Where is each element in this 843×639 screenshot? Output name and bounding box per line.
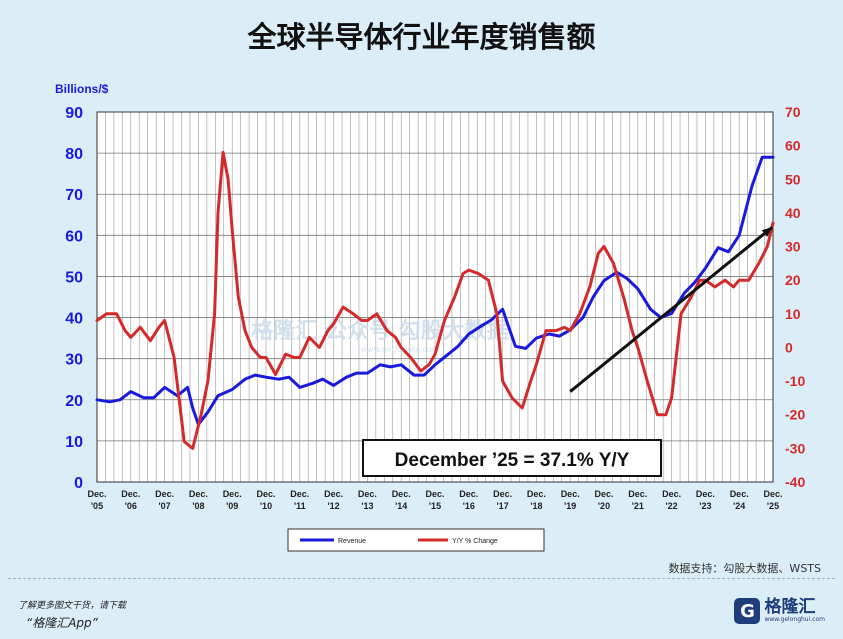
x-tick-label: Dec. [392, 489, 411, 499]
right-tick-label: 60 [785, 138, 801, 154]
x-tick-label: '24 [733, 501, 745, 511]
trend-arrow [569, 225, 774, 393]
x-tick-label: Dec. [290, 489, 309, 499]
left-tick-label: 30 [65, 352, 83, 369]
x-tick-label: Dec. [358, 489, 377, 499]
left-tick-label: 10 [65, 434, 83, 451]
x-tick-label: '08 [192, 501, 204, 511]
x-tick-label: '11 [294, 501, 306, 511]
x-tick-label: Dec. [155, 489, 174, 499]
right-tick-label: -10 [785, 373, 805, 389]
x-tick-label: '05 [91, 501, 103, 511]
left-tick-label: 0 [74, 475, 83, 492]
left-tick-label: 50 [65, 269, 83, 286]
x-tick-label: Dec. [561, 489, 580, 499]
x-tick-label: '14 [395, 501, 407, 511]
x-tick-label: '07 [159, 501, 171, 511]
left-axis-label: Billions/$ [55, 82, 109, 96]
trend-arrow-head [761, 227, 773, 237]
x-tick-label: Dec. [696, 489, 715, 499]
x-tick-label: '23 [699, 501, 711, 511]
watermark-text: 格隆汇 公众号 勾股大数据 [251, 318, 508, 344]
x-tick-label: Dec. [121, 489, 140, 499]
x-tick-label: '20 [598, 501, 610, 511]
x-tick-label: '16 [463, 501, 475, 511]
left-tick-label: 70 [65, 187, 83, 204]
right-tick-label: 20 [785, 272, 801, 288]
x-tick-label: Dec. [87, 489, 106, 499]
x-tick-label: '25 [767, 501, 779, 511]
x-tick-label: '13 [361, 501, 373, 511]
promo-line-1: 了解更多图文干货，请下载 [18, 601, 127, 611]
brand-logo: G 格隆汇 www.gelonghui.com [734, 596, 825, 626]
x-tick-label: '15 [429, 501, 441, 511]
right-tick-label: 50 [785, 171, 801, 187]
legend-yoy-label: Y/Y % Change [452, 538, 498, 545]
annotation-text: December ’25 = 37.1% Y/Y [395, 450, 630, 471]
promo-line-2[interactable]: “格隆汇App” [26, 616, 98, 630]
annotation-box [362, 439, 662, 477]
legend-box [287, 528, 545, 552]
x-tick-label: '21 [632, 501, 644, 511]
right-tick-label: 30 [785, 239, 801, 255]
x-tick-label: Dec. [763, 489, 782, 499]
x-tick-label: Dec. [189, 489, 208, 499]
x-tick-label: '18 [530, 501, 542, 511]
x-tick-label: Dec. [493, 489, 512, 499]
logo-g-icon: G [734, 598, 761, 624]
logo-url: www.gelonghui.com [764, 616, 825, 623]
left-tick-label: 40 [65, 311, 83, 328]
x-tick-label: '22 [666, 501, 678, 511]
left-tick-label: 60 [65, 228, 83, 245]
right-tick-label: -20 [785, 407, 805, 423]
x-tick-label: Dec. [425, 489, 444, 499]
x-tick-label: Dec. [223, 489, 242, 499]
x-tick-label: Dec. [662, 489, 681, 499]
right-tick-label: -30 [785, 440, 805, 456]
x-tick-label: Dec. [324, 489, 343, 499]
watermark-url: www.gogudata.com [360, 345, 439, 354]
legend-revenue-label: Revenue [338, 538, 366, 545]
x-tick-label: Dec. [594, 489, 613, 499]
page-title: 全球半导体行业年度销售额 [247, 20, 596, 54]
footer-divider [8, 578, 835, 579]
x-tick-label: '10 [260, 501, 272, 511]
logo-name: 格隆汇 [764, 597, 816, 617]
x-tick-label: '19 [564, 501, 576, 511]
x-tick-label: Dec. [628, 489, 647, 499]
left-tick-label: 20 [65, 393, 83, 410]
right-tick-label: 10 [785, 306, 801, 322]
x-tick-label: '17 [497, 501, 509, 511]
yoy-change-line [95, 150, 775, 450]
x-tick-label: '12 [328, 501, 340, 511]
plot-border [96, 111, 774, 483]
left-tick-label: 90 [65, 105, 83, 122]
left-tick-label: 80 [65, 146, 83, 163]
right-tick-label: 70 [785, 104, 801, 120]
right-tick-label: 0 [785, 339, 793, 355]
x-tick-label: '06 [125, 501, 137, 511]
x-tick-label: '09 [226, 501, 238, 511]
x-tick-label: Dec. [459, 489, 478, 499]
x-tick-label: Dec. [527, 489, 546, 499]
x-tick-label: Dec. [256, 489, 275, 499]
right-tick-label: 40 [785, 205, 801, 221]
right-tick-label: -40 [785, 474, 805, 490]
x-tick-label: Dec. [730, 489, 749, 499]
data-source: 数据支持：勾股大数据、WSTS [668, 562, 821, 575]
